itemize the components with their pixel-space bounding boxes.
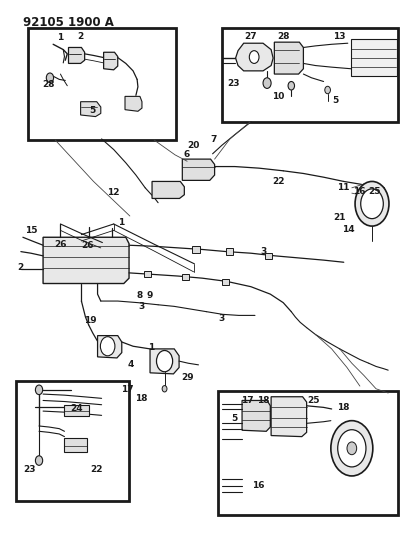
Text: 19: 19 [84, 316, 97, 325]
Bar [218, 391, 398, 515]
Text: 23: 23 [23, 465, 36, 474]
Text: 1: 1 [148, 343, 154, 352]
Text: 16: 16 [353, 187, 365, 196]
Text: 18: 18 [257, 396, 269, 405]
Text: 3: 3 [261, 247, 267, 256]
Circle shape [35, 456, 43, 465]
Text: 3: 3 [139, 302, 145, 311]
Bar [181, 274, 189, 280]
Text: 23: 23 [228, 78, 240, 87]
Bar [144, 271, 151, 277]
Text: 25: 25 [368, 187, 380, 196]
Circle shape [46, 73, 53, 83]
Polygon shape [81, 102, 101, 117]
Polygon shape [242, 400, 270, 431]
Text: 18: 18 [337, 403, 349, 412]
Polygon shape [98, 336, 122, 358]
Text: 28: 28 [42, 79, 55, 88]
Text: 2: 2 [17, 263, 23, 272]
Text: 8: 8 [137, 291, 143, 300]
Text: 12: 12 [107, 188, 119, 197]
Polygon shape [351, 39, 397, 76]
Text: 16: 16 [252, 481, 264, 490]
Text: 2: 2 [77, 32, 84, 41]
Bar [222, 28, 398, 122]
Text: 3: 3 [219, 314, 225, 323]
Bar [64, 405, 89, 416]
Circle shape [355, 181, 389, 226]
Circle shape [162, 385, 167, 392]
Text: 92105 1900 A: 92105 1900 A [23, 15, 114, 29]
Circle shape [347, 442, 357, 455]
Polygon shape [236, 43, 273, 71]
Text: 5: 5 [90, 106, 96, 115]
Polygon shape [152, 181, 184, 198]
Circle shape [249, 51, 259, 63]
Text: 28: 28 [277, 33, 290, 42]
Bar [64, 438, 87, 451]
Bar [28, 28, 176, 140]
Circle shape [361, 189, 383, 219]
Circle shape [325, 86, 330, 94]
Text: 24: 24 [70, 405, 83, 414]
Text: 26: 26 [54, 240, 67, 249]
Text: 15: 15 [25, 226, 37, 235]
Bar [226, 248, 233, 255]
Text: 17: 17 [122, 385, 134, 394]
Circle shape [288, 82, 294, 90]
Text: 29: 29 [181, 373, 194, 382]
Circle shape [338, 430, 366, 467]
Bar [16, 381, 129, 502]
Circle shape [35, 385, 43, 394]
Circle shape [156, 351, 173, 372]
Polygon shape [43, 237, 129, 284]
Text: 20: 20 [188, 141, 200, 150]
Text: 1: 1 [118, 219, 124, 228]
Text: 7: 7 [211, 135, 217, 144]
Bar [192, 246, 200, 253]
Text: 5: 5 [332, 96, 338, 105]
Polygon shape [125, 96, 142, 111]
Polygon shape [274, 42, 303, 74]
Text: 5: 5 [231, 414, 237, 423]
Bar [222, 279, 229, 285]
Circle shape [100, 337, 115, 356]
Text: 27: 27 [244, 33, 256, 42]
Text: 1: 1 [57, 34, 64, 43]
Text: 10: 10 [272, 92, 285, 101]
Text: 14: 14 [342, 225, 355, 234]
Text: 17: 17 [241, 396, 253, 405]
Bar [265, 253, 272, 259]
Text: 9: 9 [146, 291, 152, 300]
Polygon shape [68, 47, 85, 63]
Text: 26: 26 [81, 241, 94, 250]
Text: 22: 22 [272, 177, 285, 186]
Text: 11: 11 [337, 183, 350, 192]
Text: 4: 4 [128, 360, 134, 369]
Polygon shape [271, 397, 307, 437]
Text: 13: 13 [333, 33, 345, 42]
Polygon shape [104, 52, 118, 70]
Polygon shape [182, 159, 215, 180]
Text: 21: 21 [333, 213, 346, 222]
Text: 22: 22 [90, 465, 103, 474]
Circle shape [331, 421, 373, 476]
Text: 18: 18 [135, 394, 147, 403]
Text: 6: 6 [183, 150, 190, 159]
Circle shape [263, 78, 271, 88]
Text: 25: 25 [307, 396, 320, 405]
Polygon shape [150, 349, 179, 374]
